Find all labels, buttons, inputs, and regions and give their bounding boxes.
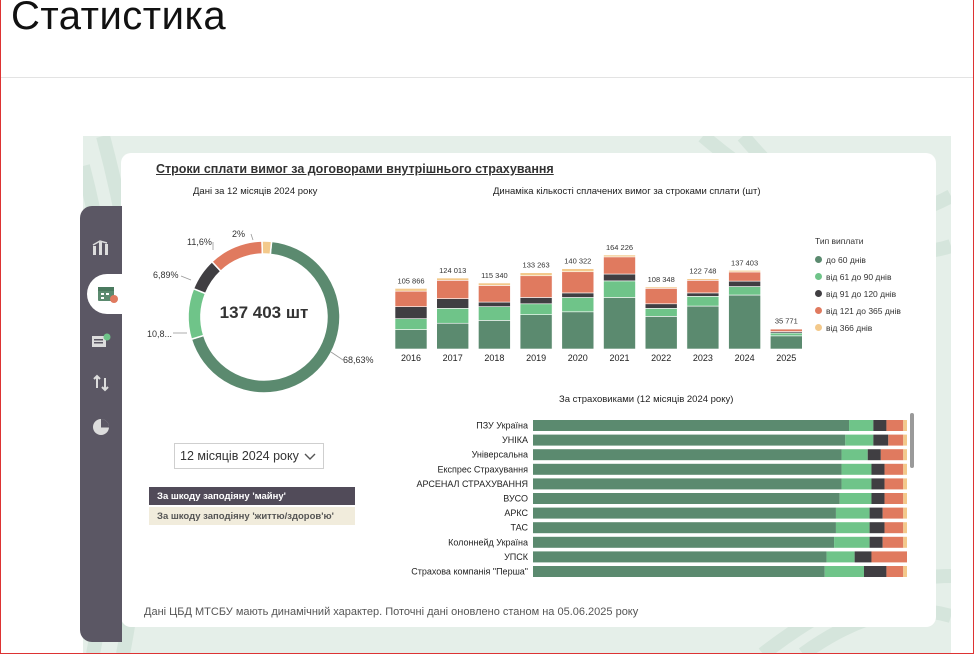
legend-dot-365 [815, 307, 822, 314]
legend-item-90: від 61 до 90 днів [815, 268, 901, 285]
chevron-down-icon [304, 453, 316, 460]
legend-label-90: від 61 до 90 днів [826, 271, 892, 282]
donut-label-90: 10,8... [147, 329, 173, 339]
document-icon [92, 333, 111, 347]
calendar-icon [98, 287, 118, 303]
legend-label-120: від 91 до 120 днів [826, 288, 897, 299]
donut-label-120: 6,89% [153, 270, 179, 280]
legend-item-366: від 366 днів [815, 319, 901, 336]
hbar-chart-title: За страховиками (12 місяців 2024 року) [559, 394, 734, 405]
pie-chart-icon [93, 419, 109, 435]
legend-dot-366 [815, 324, 822, 331]
filter-life-button[interactable]: За шкоду заподіяну 'життю/здоров'ю' [149, 507, 355, 525]
insurer-chart-scrollbar[interactable] [910, 413, 914, 468]
legend-dot-120 [815, 290, 822, 297]
donut-chart-title: Дані за 12 місяців 2024 року [193, 186, 318, 197]
filter-property-button[interactable]: За шкоду заподіяну 'майну' [149, 487, 355, 505]
bar-chart-icon [92, 240, 108, 255]
page-title: Статистика [11, 0, 227, 38]
dashboard-title: Строки сплати вимог за договорами внутрі… [156, 162, 554, 176]
dashboard-card [121, 153, 936, 627]
bar-chart-legend: Тип виплати до 60 днів від 61 до 90 днів… [815, 236, 901, 336]
legend-item-365: від 121 до 365 днів [815, 302, 901, 319]
nav-item-documents[interactable] [80, 326, 122, 356]
arrows-icon [93, 374, 109, 392]
title-divider [1, 77, 973, 78]
legend-title: Тип виплати [815, 236, 864, 246]
legend-label-365: від 121 до 365 днів [826, 305, 901, 316]
nav-item-pie[interactable] [80, 412, 122, 442]
legend-dot-60 [815, 256, 822, 263]
donut-label-60: 68,63% [343, 355, 374, 365]
legend-label-60: до 60 днів [826, 254, 866, 265]
period-select-value: 12 місяців 2024 року [180, 449, 299, 463]
legend-item-60: до 60 днів [815, 251, 901, 268]
bar-chart-title: Динаміка кількості сплачених вимог за ст… [493, 186, 761, 197]
nav-item-overview[interactable] [80, 232, 122, 262]
legend-item-120: від 91 до 120 днів [815, 285, 901, 302]
donut-label-366: 2% [232, 229, 246, 239]
nav-item-transfers[interactable] [80, 368, 122, 398]
side-navigation [80, 206, 122, 642]
legend-dot-90 [815, 273, 822, 280]
period-select[interactable]: 12 місяців 2024 року [174, 443, 324, 469]
nav-item-calendar[interactable] [87, 274, 127, 314]
donut-label-365: 11,6% [187, 237, 212, 247]
donut-center-total: 137 403 шт [219, 303, 309, 322]
footer-note: Дані ЦБД МТСБУ мають динамічний характер… [144, 606, 639, 618]
legend-label-366: від 366 днів [826, 322, 873, 333]
